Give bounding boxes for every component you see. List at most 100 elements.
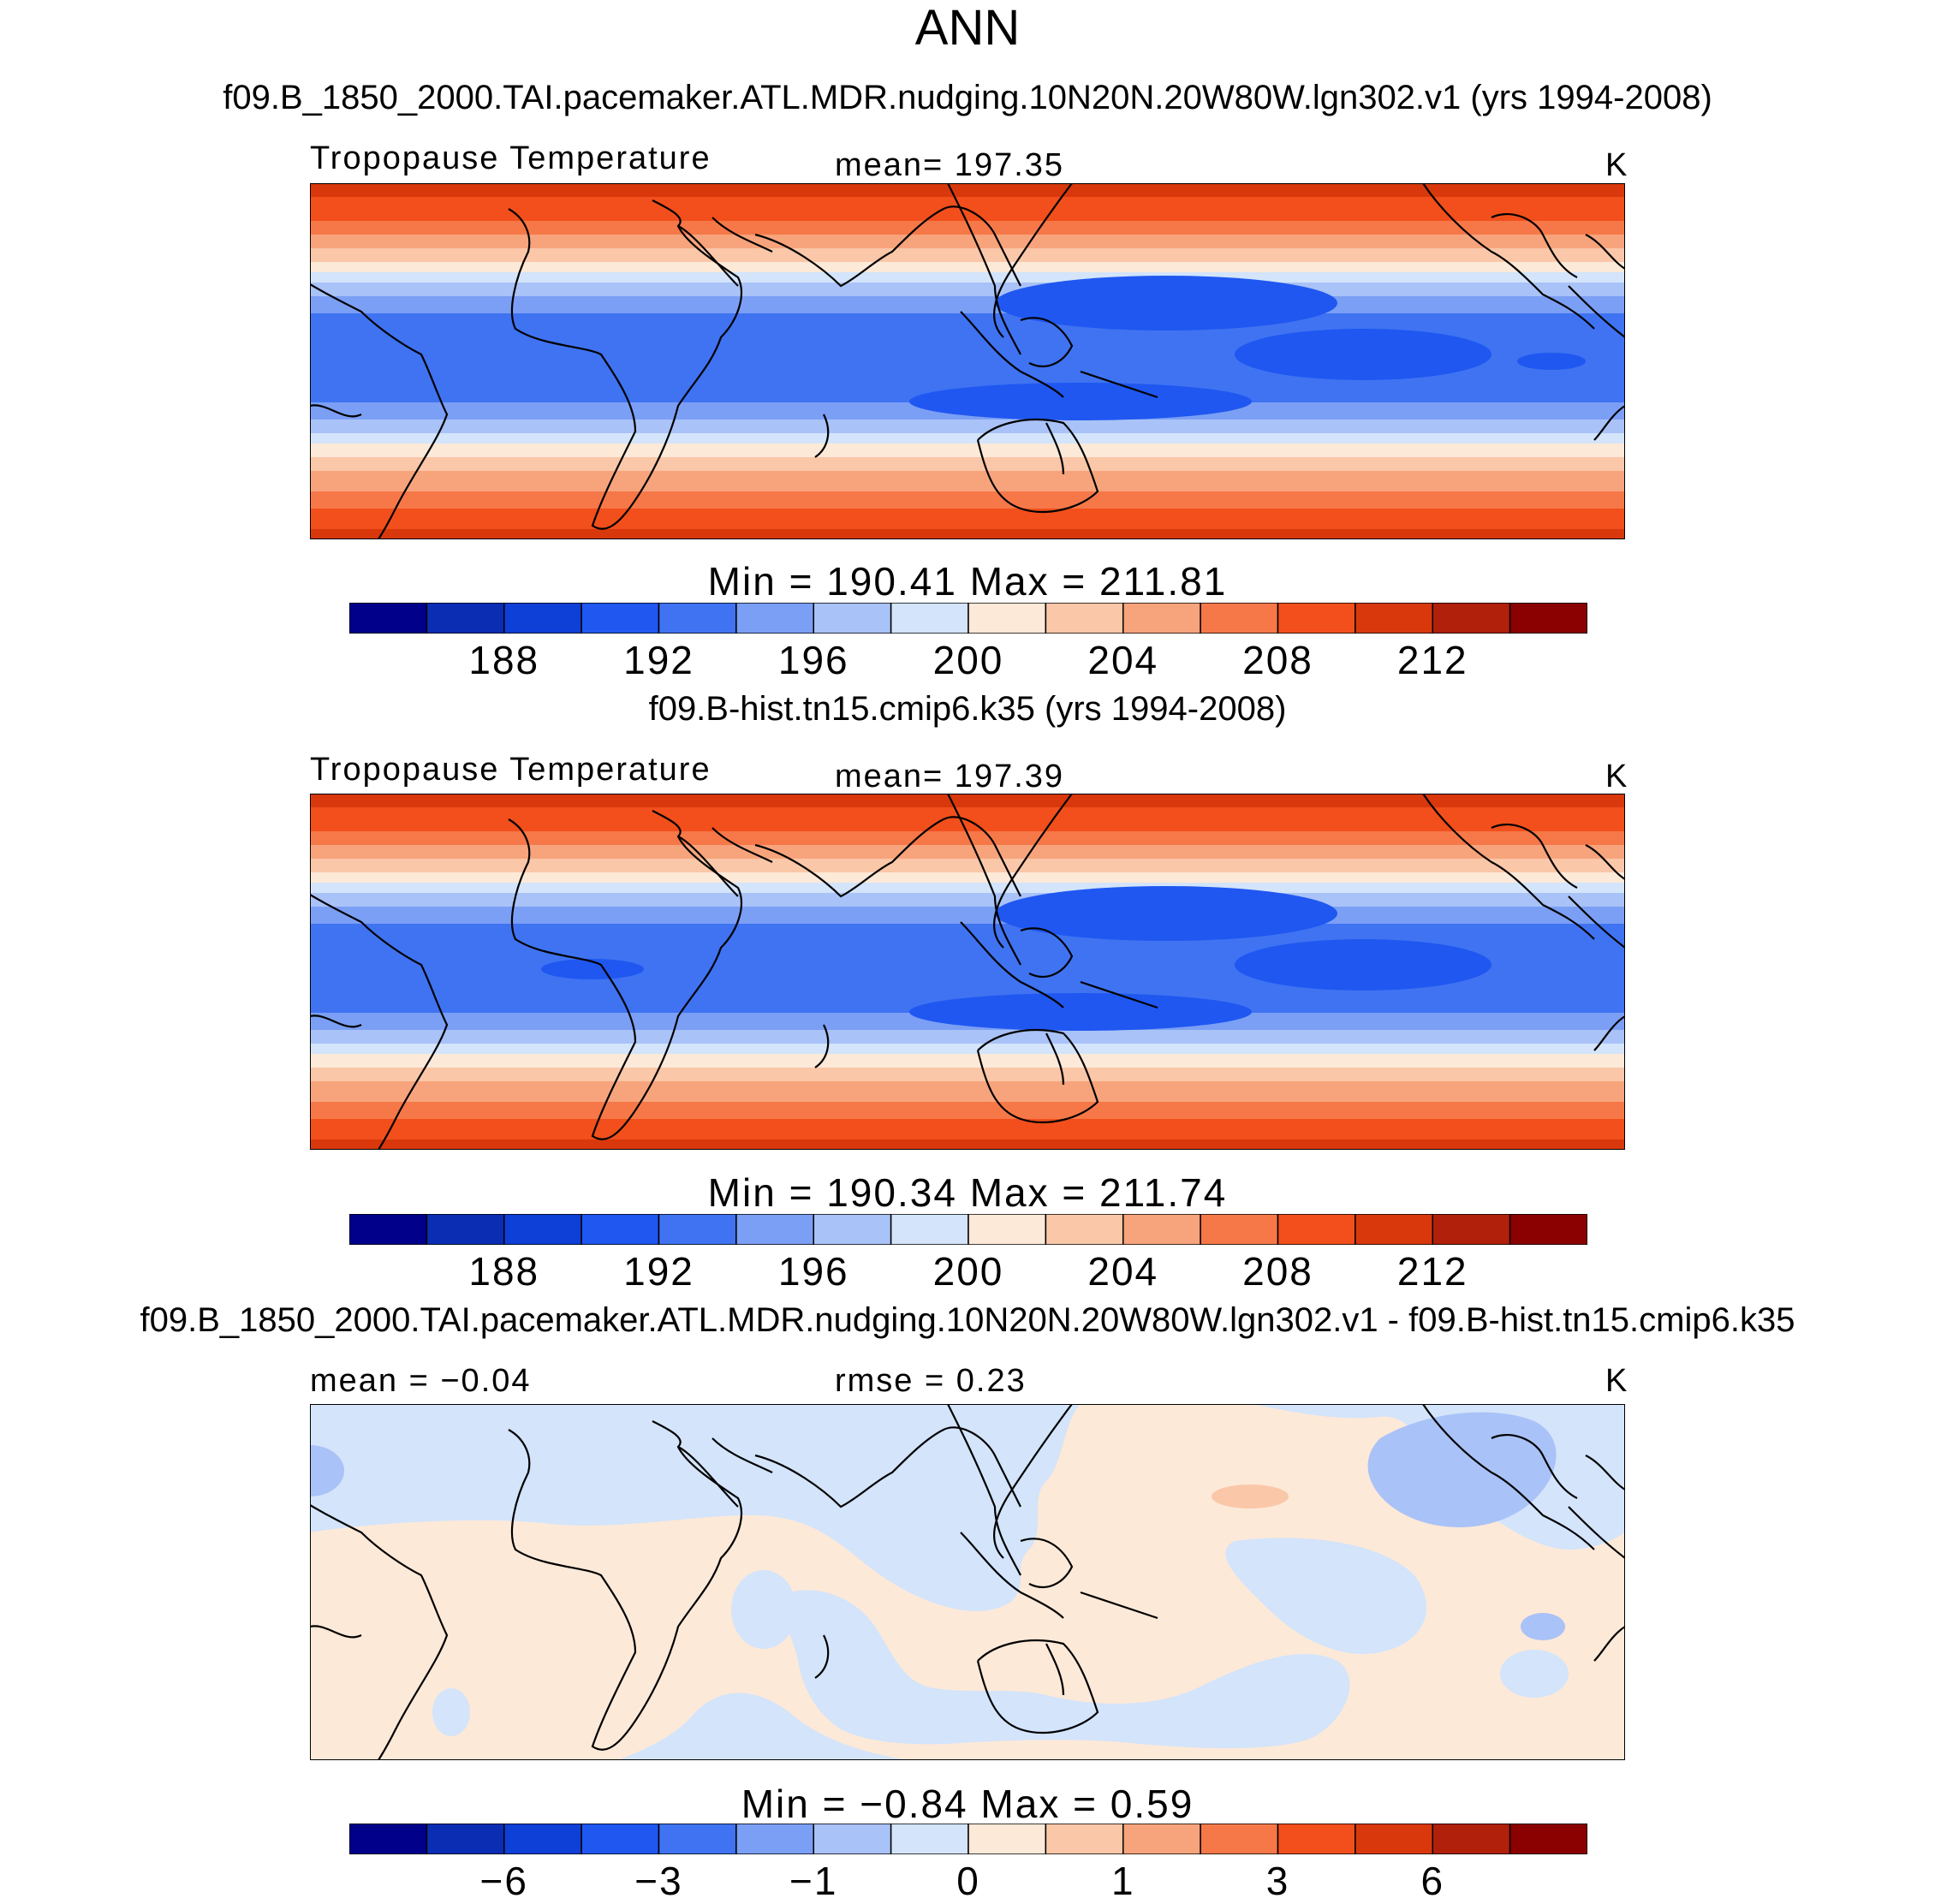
temperature-band [310, 235, 1625, 239]
colorbar-cell [580, 603, 660, 634]
west-pacific-minimum [995, 276, 1337, 330]
panel3-coastlines [310, 1404, 1625, 1760]
temperature-band [310, 1122, 1625, 1127]
temperature-band [310, 794, 1625, 798]
colorbar-cell [1509, 603, 1587, 634]
coastline [1585, 844, 1625, 880]
coastline [976, 1028, 1099, 1124]
temperature-band [310, 351, 1625, 355]
colorbar-cell [1277, 603, 1356, 634]
temperature-band [310, 334, 1625, 338]
temperature-band [310, 920, 1625, 925]
panel1-colorbar [349, 603, 1587, 634]
coastline [754, 816, 1021, 898]
temperature-band [310, 890, 1625, 894]
colorbar-tick-label: 6 [1420, 1859, 1445, 1903]
temperature-band [310, 859, 1625, 863]
coastline [1593, 405, 1625, 441]
temperature-band [310, 211, 1625, 215]
colorbar-cell [580, 1824, 660, 1854]
temperature-band [310, 944, 1625, 949]
coastline [754, 205, 1021, 288]
temperature-band [310, 440, 1625, 444]
temperature-band [310, 1105, 1625, 1110]
temperature-band [310, 488, 1625, 492]
temperature-band [310, 869, 1625, 873]
panel1-blobs [909, 276, 1586, 420]
temperature-band [310, 289, 1625, 294]
temperature-band [310, 382, 1625, 386]
temperature-band [310, 327, 1625, 331]
coastline [677, 225, 739, 287]
panel2-map [310, 794, 1625, 1150]
colorbar-cell [735, 1824, 815, 1854]
panel2-case-title: f09.B-hist.tn15.cmip6.k35 (yrs 1994-2008… [648, 690, 1287, 728]
temperature-band [310, 522, 1625, 527]
temperature-band [310, 951, 1625, 955]
colorbar-cell [1354, 603, 1434, 634]
temperature-band [310, 1054, 1625, 1058]
temperature-band [310, 419, 1625, 424]
temperature-band [310, 269, 1625, 273]
panel3-colorbar [349, 1824, 1587, 1854]
panel3-case-title: f09.B_1850_2000.TAI.pacemaker.ATL.MDR.nu… [140, 1301, 1795, 1339]
colorbar-cell [1432, 603, 1511, 634]
temperature-band [310, 1098, 1625, 1103]
coastline [310, 404, 362, 418]
temperature-band [310, 526, 1625, 530]
temperature-band [310, 1061, 1625, 1065]
temperature-band [310, 200, 1625, 205]
temperature-band [310, 1109, 1625, 1113]
temperature-band [310, 804, 1625, 808]
temperature-band [310, 255, 1625, 259]
temperature-band [310, 1116, 1625, 1120]
temperature-band [310, 1088, 1625, 1092]
colorbar-cell [1277, 1824, 1356, 1854]
temperature-band [310, 1129, 1625, 1133]
coastline [993, 794, 1073, 949]
coastline [1585, 1455, 1625, 1490]
temperature-band [310, 1078, 1625, 1082]
coastline [1020, 1538, 1074, 1588]
temperature-band [310, 893, 1625, 897]
temperature-band [310, 279, 1625, 283]
colorbar-cell [503, 603, 582, 634]
colorbar-cell [968, 1214, 1047, 1245]
temperature-band [310, 265, 1625, 270]
temperature-band [310, 883, 1625, 887]
temperature-band [310, 310, 1625, 314]
temperature-band [310, 913, 1625, 918]
colorbar-tick-label: 200 [932, 638, 1004, 682]
temperature-band [310, 433, 1625, 437]
temperature-band [310, 478, 1625, 482]
coastline [1585, 234, 1625, 270]
temperature-band [310, 797, 1625, 801]
coastline [310, 894, 449, 1150]
coastline [814, 414, 830, 458]
temperature-band [310, 515, 1625, 520]
panel2-colorbar-ticks: 188 192 196 200 204 208 212 [0, 1248, 1935, 1300]
temperature-band [310, 807, 1625, 812]
colorbar-cell [349, 603, 428, 634]
temperature-band [310, 474, 1625, 479]
colorbar-tick-label: 196 [777, 638, 849, 682]
coastline [1568, 285, 1625, 338]
temperature-band [310, 241, 1625, 246]
temperature-band [310, 1095, 1625, 1099]
temperature-band [310, 443, 1625, 448]
temperature-band [310, 324, 1625, 328]
temperature-band [310, 968, 1625, 973]
temperature-band [310, 948, 1625, 952]
colorbar-tick-label: 204 [1087, 1249, 1159, 1294]
temperature-band [310, 272, 1625, 277]
colorbar-cell [658, 603, 737, 634]
temperature-band [310, 975, 1625, 979]
coastline [508, 1420, 742, 1751]
panel1-coastlines [310, 183, 1625, 539]
temperature-band [310, 348, 1625, 352]
temperature-band [310, 447, 1625, 451]
coastline [1491, 1434, 1578, 1499]
colorbar-cell [1122, 603, 1201, 634]
temperature-band [310, 509, 1625, 513]
temperature-band [310, 300, 1625, 304]
